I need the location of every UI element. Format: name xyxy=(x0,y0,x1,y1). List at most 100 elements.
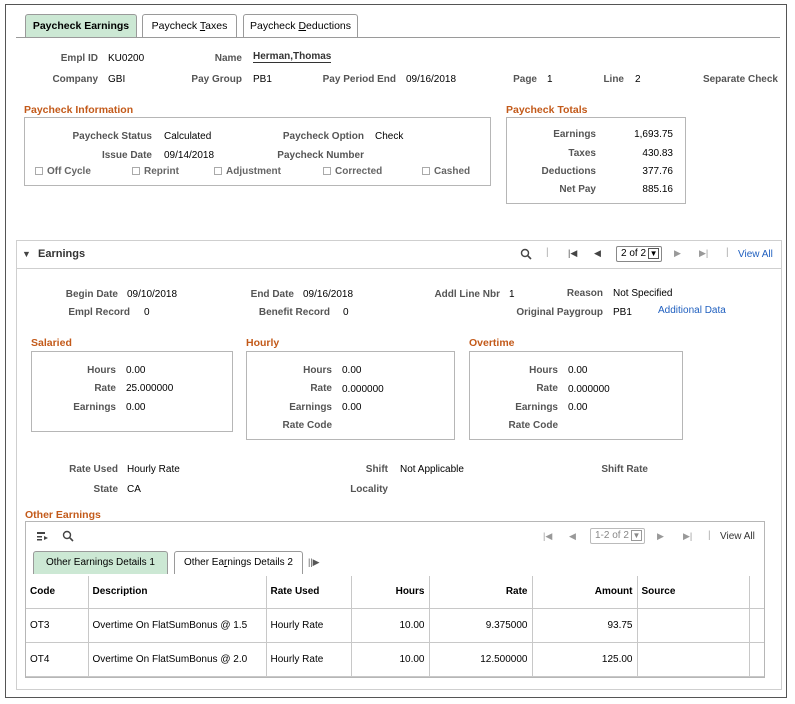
issue-date-value: 09/14/2018 xyxy=(164,150,215,161)
tab-label-prefix: Other Ea xyxy=(184,557,225,568)
adjustment-checkbox[interactable]: Adjustment xyxy=(214,166,281,177)
salaried-earnings-value: 0.00 xyxy=(126,402,146,413)
state-value: CA xyxy=(127,484,141,495)
cell-spacer xyxy=(749,608,764,643)
original-paygroup-value: PB1 xyxy=(613,307,632,318)
salaried-earnings-label: Earnings xyxy=(73,402,116,413)
checkbox-label: Cashed xyxy=(434,166,471,177)
salaried-hours-label: Hours xyxy=(87,365,116,376)
other-earnings-row-selector[interactable]: 1-2 of 2 ▼ xyxy=(590,528,645,544)
column-header-rate[interactable]: Rate xyxy=(429,576,533,609)
table-row: OT3 Overtime On FlatSumBonus @ 1.5 Hourl… xyxy=(26,608,764,643)
checkbox-box[interactable] xyxy=(323,167,331,175)
page-frame xyxy=(5,4,787,698)
empl-record-value: 0 xyxy=(144,307,150,318)
last-page-icon: ▶| xyxy=(699,248,709,258)
total-earnings-label: Earnings xyxy=(553,129,596,140)
cell-spacer xyxy=(749,642,764,677)
total-taxes-value: 430.83 xyxy=(642,148,673,159)
tab-label: Other Earnings Details 1 xyxy=(46,557,155,568)
column-header-code[interactable]: Code xyxy=(26,576,89,609)
rate-used-label: Rate Used xyxy=(69,464,118,475)
collapse-triangle-icon[interactable]: ▼ xyxy=(22,249,31,259)
tab-paycheck-deductions[interactable]: Paycheck Deductions xyxy=(243,14,358,38)
table-row: OT4 Overtime On FlatSumBonus @ 2.0 Hourl… xyxy=(26,642,764,677)
earnings-section-box xyxy=(16,240,782,690)
first-page-icon[interactable]: |◀ xyxy=(568,248,578,258)
cell-source xyxy=(637,608,750,643)
tab-label-suffix: eductions xyxy=(306,20,351,32)
tab-label-suffix: nings Details 2 xyxy=(227,557,293,568)
paycheck-totals-box xyxy=(506,117,686,204)
state-label: State xyxy=(93,484,118,495)
begin-date-value: 09/10/2018 xyxy=(127,289,178,300)
pager-value: 2 of 2 xyxy=(621,248,647,259)
shift-rate-label: Shift Rate xyxy=(601,464,648,475)
column-header-source[interactable]: Source xyxy=(637,576,750,609)
cell-rate-used: Hourly Rate xyxy=(266,608,352,643)
earnings-row-selector[interactable]: 2 of 2 ▼ xyxy=(616,246,663,262)
cashed-checkbox[interactable]: Cashed xyxy=(422,166,470,177)
shift-value: Not Applicable xyxy=(400,464,464,475)
chevron-down-icon: ▼ xyxy=(630,530,642,541)
tab-paycheck-taxes[interactable]: Paycheck Taxes xyxy=(142,14,237,38)
pager-value: 1-2 of 2 xyxy=(595,530,629,541)
next-page-icon: ▶ xyxy=(657,531,664,541)
reason-label: Reason xyxy=(566,288,603,299)
hourly-hours-label: Hours xyxy=(303,365,332,376)
hourly-hours-value: 0.00 xyxy=(342,365,362,376)
overtime-box xyxy=(469,351,683,440)
net-pay-label: Net Pay xyxy=(559,184,596,195)
reprint-checkbox[interactable]: Reprint xyxy=(132,166,179,177)
separate-check-label: Separate Check xyxy=(702,74,778,85)
tab-label: Paycheck Earnings xyxy=(32,20,130,32)
cell-rate-used: Hourly Rate xyxy=(266,642,352,677)
reason-value: Not Specified xyxy=(613,288,673,299)
column-header-hours[interactable]: Hours xyxy=(351,576,430,609)
show-all-columns-icon[interactable]: ||▶ xyxy=(308,557,320,567)
tab-paycheck-earnings[interactable]: Paycheck Earnings xyxy=(25,14,137,38)
paycheck-information-title: Paycheck Information xyxy=(24,104,134,116)
paycheck-number-label: Paycheck Number xyxy=(277,150,364,161)
search-icon[interactable] xyxy=(520,248,532,260)
search-icon[interactable] xyxy=(62,530,74,542)
salaried-rate-label: Rate xyxy=(94,383,116,394)
checkbox-box[interactable] xyxy=(35,167,43,175)
earnings-section-title: Earnings xyxy=(38,248,86,260)
overtime-earnings-value: 0.00 xyxy=(568,402,588,413)
empl-id-value: KU0200 xyxy=(108,53,145,64)
cell-code: OT3 xyxy=(26,608,89,643)
column-header-spacer xyxy=(749,576,764,609)
additional-data-link[interactable]: Additional Data xyxy=(658,305,726,316)
checkbox-box[interactable] xyxy=(132,167,140,175)
tab-divider xyxy=(16,37,780,38)
tab-label-prefix: Paycheck xyxy=(250,20,299,32)
locality-label: Locality xyxy=(350,484,388,495)
begin-date-label: Begin Date xyxy=(65,289,118,300)
table-header-row: Code Description Rate Used Hours Rate Am… xyxy=(26,576,764,609)
tab-other-earnings-details-2[interactable]: Other Earnings Details 2 xyxy=(174,551,303,574)
earnings-view-all-link[interactable]: View All xyxy=(738,249,773,260)
paycheck-totals-title: Paycheck Totals xyxy=(506,104,588,116)
previous-page-icon[interactable]: ◀ xyxy=(594,248,601,258)
column-header-description[interactable]: Description xyxy=(88,576,267,609)
personalize-grid-icon[interactable] xyxy=(36,530,49,542)
checkbox-box[interactable] xyxy=(422,167,430,175)
pay-period-end-value: 09/16/2018 xyxy=(406,74,457,85)
paycheck-information-box xyxy=(24,117,491,186)
earnings-section-header xyxy=(17,241,781,269)
tab-other-earnings-details-1[interactable]: Other Earnings Details 1 xyxy=(33,551,168,574)
corrected-checkbox[interactable]: Corrected xyxy=(323,166,382,177)
pager-separator: | xyxy=(708,530,711,541)
off-cycle-checkbox[interactable]: Off Cycle xyxy=(35,166,91,177)
other-earnings-view-all-link[interactable]: View All xyxy=(720,531,755,542)
employee-name: Herman,Thomas xyxy=(253,51,332,63)
paycheck-option-label: Paycheck Option xyxy=(282,131,364,142)
net-pay-value: 885.16 xyxy=(642,184,673,195)
column-header-rate-used[interactable]: Rate Used xyxy=(266,576,352,609)
column-header-amount[interactable]: Amount xyxy=(532,576,638,609)
overtime-title: Overtime xyxy=(469,337,515,349)
checkbox-label: Adjustment xyxy=(226,166,281,177)
checkbox-box[interactable] xyxy=(214,167,222,175)
pay-period-end-label: Pay Period End xyxy=(322,74,396,85)
